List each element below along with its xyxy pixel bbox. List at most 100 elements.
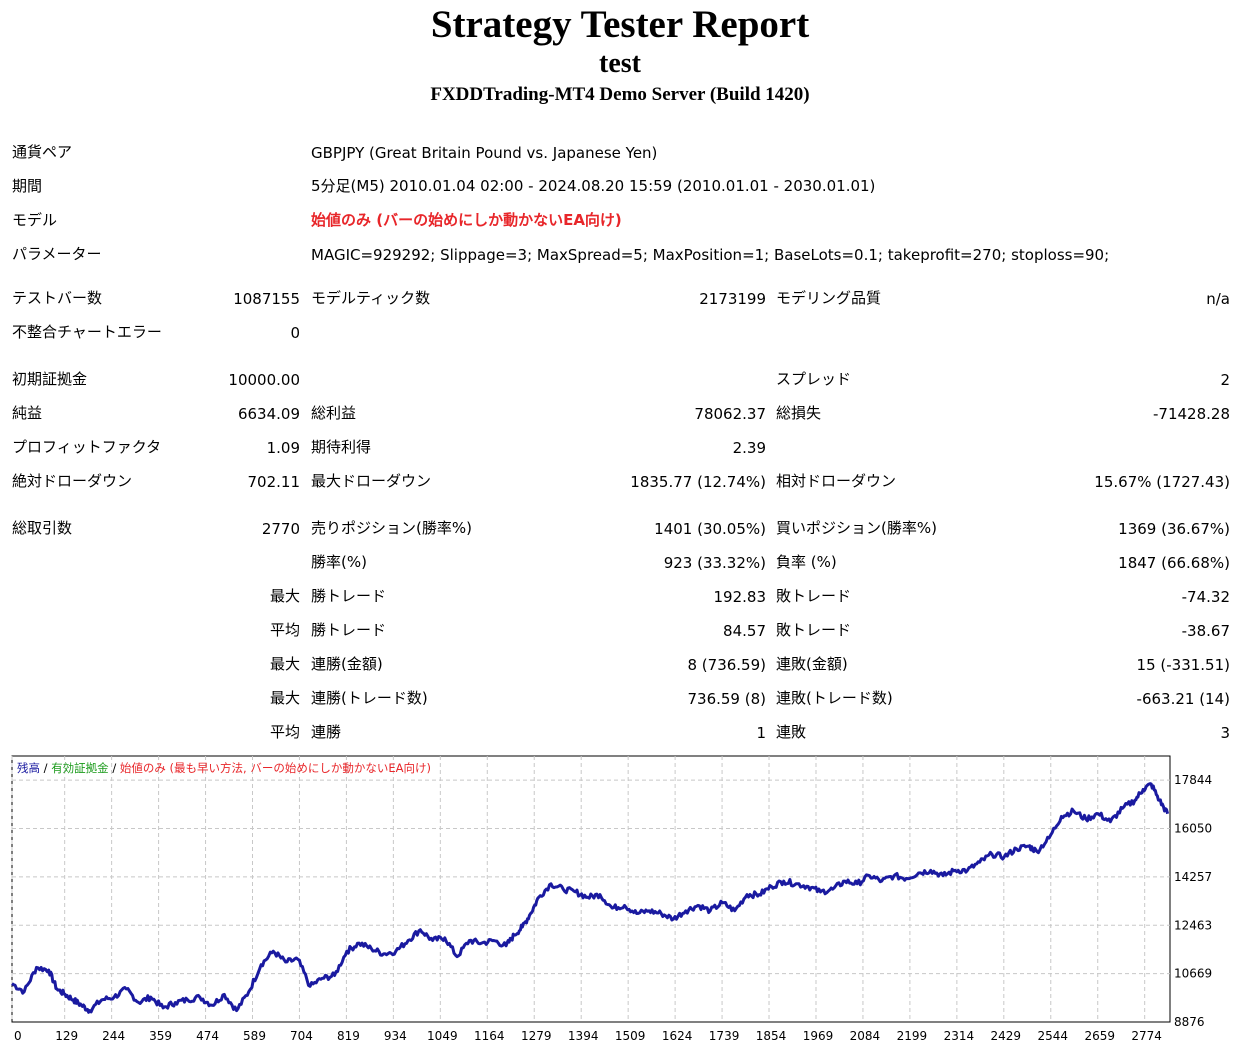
y-tick-label: 8876 <box>1174 1015 1205 1029</box>
max-drawdown-label: 最大ドローダウン <box>311 472 432 490</box>
mismatch-value: 0 <box>290 324 300 342</box>
long-positions-label: 買いポジション(勝率%) <box>776 519 937 537</box>
deposit-value: 10000.00 <box>228 371 300 389</box>
abs-drawdown-label: 絶対ドローダウン <box>12 472 133 490</box>
y-tick-label: 14257 <box>1174 870 1212 884</box>
avg-label-2: 平均 <box>269 723 300 741</box>
x-tick-label: 129 <box>55 1029 78 1043</box>
x-tick-label: 2199 <box>897 1029 928 1043</box>
largest-loss-value: -74.32 <box>1181 588 1230 606</box>
win-rate-value: 923 (33.32%) <box>663 554 766 572</box>
avg-label: 平均 <box>269 621 300 639</box>
largest-win-label: 勝トレード <box>311 587 387 605</box>
y-axis-ticks: 17844 16050 14257 12463 10669 8876 <box>1174 773 1212 1029</box>
x-tick-label: 244 <box>102 1029 125 1043</box>
report-title: Strategy Tester Report <box>430 3 810 46</box>
period-label: 期間 <box>12 177 43 195</box>
max-label-2: 最大 <box>269 655 300 673</box>
y-tick-label: 10669 <box>1174 967 1212 981</box>
rel-drawdown-label: 相対ドローダウン <box>776 472 897 490</box>
x-tick-label: 1049 <box>427 1029 458 1043</box>
win-rate-label: 勝率(%) <box>311 553 367 571</box>
deposit-label: 初期証拠金 <box>12 370 88 388</box>
x-axis-ticks: 0 129 244 359 474 589 704 819 934 1049 1164 1279 139… <box>14 1029 1162 1043</box>
x-tick-label: 2084 <box>850 1029 881 1043</box>
x-tick-label: 819 <box>337 1029 360 1043</box>
max-drawdown-value: 1835.77 (12.74%) <box>630 473 766 491</box>
avg-cons-win-value: 1 <box>756 724 766 742</box>
legend-model: 始値のみ (最も早い方法, バーの始めにしか動かないEA向け) <box>120 761 431 775</box>
profit-factor-label: プロフィットファクタ <box>12 438 162 456</box>
model-label: モデル <box>12 211 58 229</box>
net-profit-label: 純益 <box>12 404 43 422</box>
cons-win-amount-value: 8 (736.59) <box>687 656 766 674</box>
ticks-value: 2173199 <box>699 290 766 308</box>
largest-win-value: 192.83 <box>713 588 767 606</box>
model-value: 始値のみ (バーの始めにしか動かないEA向け) <box>311 211 622 229</box>
x-tick-label: 2429 <box>991 1029 1022 1043</box>
loss-rate-label: 負率 (%) <box>776 553 837 571</box>
avg-loss-value: -38.67 <box>1181 622 1230 640</box>
cons-win-amount-label: 連勝(金額) <box>311 655 383 673</box>
bars-label: テストバー数 <box>12 289 103 307</box>
cons-loss-trades-label: 連敗(トレード数) <box>776 689 893 707</box>
chart-frame <box>11 755 1171 1023</box>
cons-win-trades-value: 736.59 (8) <box>687 690 766 708</box>
x-tick-label: 1164 <box>474 1029 505 1043</box>
x-tick-label: 2774 <box>1131 1029 1162 1043</box>
x-tick-label: 359 <box>149 1029 172 1043</box>
long-positions-value: 1369 (36.67%) <box>1118 520 1230 538</box>
cons-loss-trades-value: -663.21 (14) <box>1136 690 1230 708</box>
x-tick-label: 1969 <box>803 1029 834 1043</box>
x-tick-label: 474 <box>196 1029 219 1043</box>
report-subtitle: test <box>599 48 641 79</box>
x-tick-label: 1739 <box>709 1029 740 1043</box>
x-tick-label: 2544 <box>1037 1029 1068 1043</box>
spread-label: スプレッド <box>776 370 852 388</box>
ticks-label: モデルティック数 <box>311 289 431 307</box>
x-tick-label: 0 <box>14 1029 22 1043</box>
x-tick-label: 2314 <box>944 1029 975 1043</box>
gross-loss-label: 総損失 <box>776 404 822 422</box>
expected-payoff-label: 期待利得 <box>311 438 372 456</box>
cons-loss-amount-value: 15 (-331.51) <box>1136 656 1230 674</box>
rel-drawdown-value: 15.67% (1727.43) <box>1094 473 1230 491</box>
x-tick-label: 2659 <box>1084 1029 1115 1043</box>
avg-loss-label: 敗トレード <box>776 621 852 639</box>
gross-profit-label: 総利益 <box>311 404 357 422</box>
max-label: 最大 <box>269 587 300 605</box>
chart-legend: 残高 / 有効証拠金 / 始値のみ (最も早い方法, バーの始めにしか動かないE… <box>17 761 431 775</box>
avg-cons-loss-label: 連敗 <box>776 723 807 741</box>
gross-profit-value: 78062.37 <box>694 405 766 423</box>
balance-chart: 17844 16050 14257 12463 10669 8876 0 129 244 359… <box>11 755 1212 1043</box>
x-tick-label: 704 <box>290 1029 313 1043</box>
loss-rate-value: 1847 (66.68%) <box>1118 554 1230 572</box>
y-tick-label: 16050 <box>1174 822 1212 836</box>
params-value: MAGIC=929292; Slippage=3; MaxSpread=5; M… <box>311 246 1110 264</box>
pair-label: 通貨ペア <box>12 143 73 161</box>
server-name: FXDDTrading-MT4 Demo Server (Build 1420) <box>430 84 810 105</box>
total-trades-value: 2770 <box>261 520 300 538</box>
profit-factor-value: 1.09 <box>266 439 300 457</box>
balance-line <box>11 782 1170 1014</box>
y-tick-label: 17844 <box>1174 773 1212 787</box>
total-trades-label: 総取引数 <box>12 519 73 537</box>
bars-value: 1087155 <box>233 290 300 308</box>
legend-sep2: / <box>109 761 120 775</box>
avg-cons-loss-value: 3 <box>1220 724 1230 742</box>
largest-loss-label: 敗トレード <box>776 587 852 605</box>
gross-loss-value: -71428.28 <box>1153 405 1230 423</box>
avg-cons-win-label: 連勝 <box>311 723 342 741</box>
abs-drawdown-value: 702.11 <box>247 473 301 491</box>
avg-win-value: 84.57 <box>723 622 766 640</box>
legend-sep1: / <box>40 761 51 775</box>
expected-payoff-value: 2.39 <box>732 439 766 457</box>
quality-label: モデリング品質 <box>776 289 882 307</box>
x-tick-label: 1394 <box>568 1029 599 1043</box>
quality-value: n/a <box>1206 290 1230 308</box>
legend-balance: 残高 <box>17 761 40 775</box>
mismatch-label: 不整合チャートエラー <box>12 323 162 341</box>
net-profit-value: 6634.09 <box>237 405 300 423</box>
period-value: 5分足(M5) 2010.01.04 02:00 - 2024.08.20 15… <box>311 177 876 195</box>
x-tick-label: 934 <box>384 1029 407 1043</box>
